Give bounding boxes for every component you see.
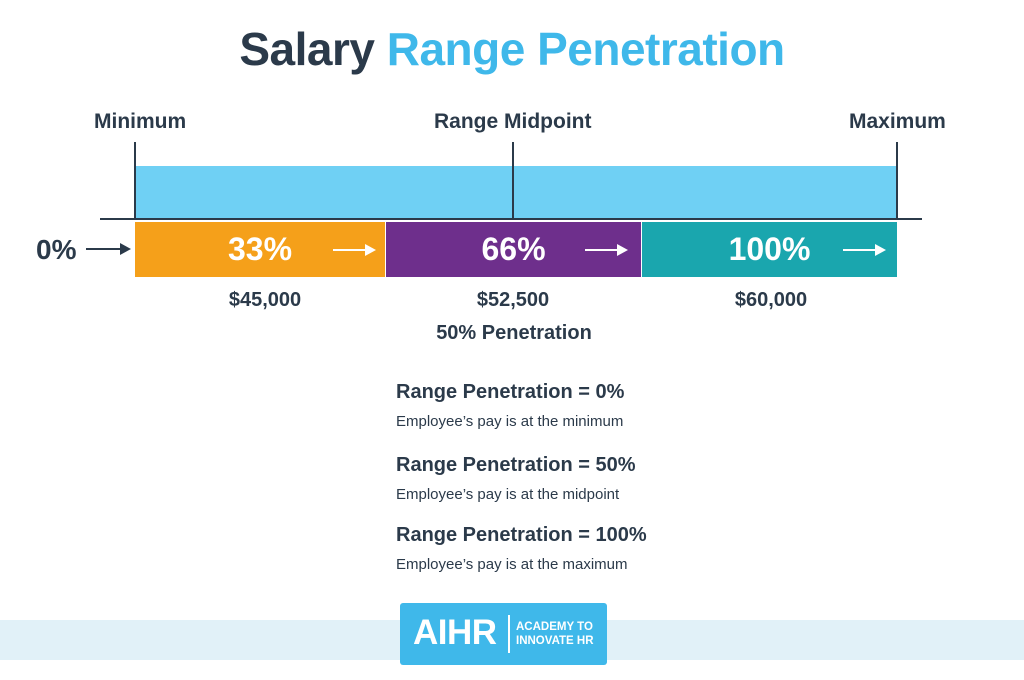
- logo-tagline-line-1: ACADEMY TO: [516, 621, 593, 633]
- arrow-right-icon: [333, 244, 376, 256]
- midpoint-label: Range Midpoint: [434, 110, 592, 133]
- arrow-right-icon: [843, 244, 886, 256]
- penetration-segment-100: 100%: [642, 222, 897, 277]
- definition-title: Range Penetration = 0%: [396, 381, 625, 403]
- definition-description: Employee’s pay is at the maximum: [396, 556, 628, 573]
- arrow-right-icon: [585, 244, 628, 256]
- minimum-label: Minimum: [94, 110, 187, 133]
- aihr-logo: AIHR ACADEMY TO INNOVATE HR: [400, 603, 607, 665]
- segment-label: 66%: [481, 231, 546, 267]
- definition-item: Range Penetration = 0% Employee’s pay is…: [396, 381, 624, 430]
- penetration-segment-33: 33%: [135, 222, 385, 277]
- arrow-right-icon: [86, 243, 131, 255]
- logo-mark: AIHR: [413, 613, 497, 652]
- range-baseline: [100, 218, 922, 220]
- salary-amount: $45,000: [228, 289, 302, 311]
- logo-divider: [508, 615, 510, 653]
- midpoint-tick: [512, 142, 514, 220]
- definition-title: Range Penetration = 50%: [396, 454, 636, 476]
- segment-label: 100%: [728, 231, 811, 267]
- definition-description: Employee’s pay is at the minimum: [396, 413, 624, 430]
- maximum-label: Maximum: [849, 110, 946, 133]
- zero-percent-label: 0%: [36, 234, 77, 265]
- salary-amount: $60,000: [734, 289, 808, 311]
- midpoint-penetration-note: 50% Penetration: [436, 322, 592, 344]
- logo-tagline: ACADEMY TO INNOVATE HR: [516, 620, 594, 648]
- definition-title: Range Penetration = 100%: [396, 524, 647, 546]
- definition-item: Range Penetration = 50% Employee’s pay i…: [396, 454, 636, 503]
- penetration-segment-66: 66%: [386, 222, 641, 277]
- salary-amount: $52,500: [476, 289, 550, 311]
- maximum-tick: [896, 142, 898, 220]
- title-part-1: Salary: [239, 23, 375, 75]
- title-part-2: Range Penetration: [386, 23, 785, 75]
- logo-tagline-line-2: INNOVATE HR: [516, 635, 594, 647]
- definition-description: Employee’s pay is at the midpoint: [396, 486, 620, 503]
- page-title: Salary Range Penetration: [0, 22, 1024, 76]
- salary-range-bar: [135, 166, 897, 218]
- segment-label: 33%: [227, 231, 293, 267]
- minimum-tick: [134, 142, 136, 220]
- definition-item: Range Penetration = 100% Employee’s pay …: [396, 524, 647, 573]
